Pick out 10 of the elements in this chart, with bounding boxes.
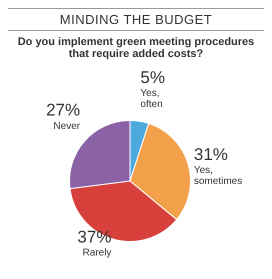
slice-label: Rarely [82,248,112,259]
slice-label: Yes, often [140,88,163,110]
slice-label: Never [53,120,81,132]
slice-label: Yes, sometimes [194,165,242,188]
data-label: 31% [194,145,228,164]
data-label: 37% [77,228,112,247]
data-label: 27% [46,100,80,120]
data-label: 5% [140,68,165,88]
chart-subtitle: Do you implement green meeting procedures that require added costs? [16,36,256,60]
chart-title: MINDING THE BUDGET [8,8,264,31]
